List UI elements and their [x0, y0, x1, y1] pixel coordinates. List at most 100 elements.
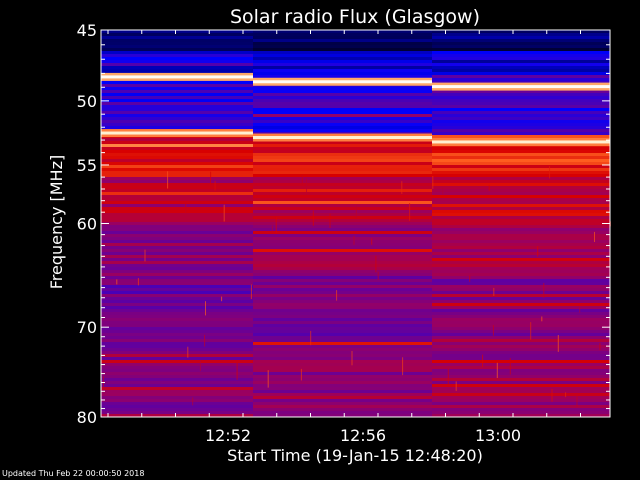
spectrogram-row	[253, 213, 432, 216]
noise-streak	[530, 322, 532, 340]
noise-streak	[221, 296, 223, 302]
spectrogram-row	[432, 276, 610, 279]
spectrogram-row	[253, 117, 432, 120]
spectrogram-row	[432, 399, 610, 402]
spectrogram-row	[253, 60, 432, 63]
spectrogram-row	[101, 42, 253, 45]
y-tick-label: 50	[77, 92, 97, 111]
spectrogram-row	[253, 150, 432, 153]
spectrogram-row	[101, 393, 253, 396]
spectrogram-row	[432, 384, 610, 387]
noise-streak	[353, 235, 355, 245]
spectrogram-row	[253, 90, 432, 93]
spectrogram-row	[253, 360, 432, 363]
spectrogram-row	[432, 201, 610, 204]
spectrogram-row	[432, 336, 610, 339]
spectrogram-row	[432, 339, 610, 342]
noise-streak	[116, 279, 118, 285]
noise-streak	[306, 178, 307, 195]
spectrogram-row	[253, 45, 432, 48]
noise-streak	[300, 368, 302, 381]
spectrogram-row	[101, 219, 253, 222]
spectrogram-row	[253, 249, 432, 252]
spectrogram-row	[432, 387, 610, 390]
spectrogram-row	[253, 57, 432, 60]
spectrogram-row	[101, 225, 253, 228]
spectrogram-row	[101, 300, 253, 303]
emission-band	[253, 136, 432, 140]
spectrogram-row	[253, 357, 432, 360]
spectrogram-row	[101, 39, 253, 42]
chart-title: Solar radio Flux (Glasgow)	[230, 6, 480, 28]
spectrogram-row	[432, 54, 610, 57]
spectrogram-row	[432, 60, 610, 63]
spectrogram-row	[432, 39, 610, 42]
noise-streak	[594, 231, 595, 242]
spectrogram-row	[101, 183, 253, 186]
noise-streak	[351, 351, 353, 366]
spectrogram-row	[101, 303, 253, 306]
spectrogram-row	[432, 246, 610, 249]
y-axis: 45 50 55 60 70 80	[77, 21, 610, 427]
spectrogram-row	[101, 222, 253, 225]
spectrogram-row	[253, 36, 432, 39]
spectrogram-row	[253, 156, 432, 159]
spectrogram-row	[432, 366, 610, 369]
noise-streak	[551, 389, 553, 402]
spectrogram-row	[432, 327, 610, 330]
noise-streak	[579, 306, 581, 313]
noise-streak	[409, 203, 411, 221]
spectrogram-row	[253, 312, 432, 315]
spectrogram-row	[432, 363, 610, 366]
spectrogram-row	[253, 123, 432, 126]
noise-streak	[482, 354, 484, 367]
x-tick-label: 12:52	[205, 426, 251, 445]
spectrogram-row	[432, 75, 610, 78]
spectrogram-row	[101, 381, 253, 384]
spectrogram-row	[432, 177, 610, 180]
spectrogram-row	[432, 66, 610, 69]
spectrogram-row	[101, 90, 253, 93]
spectrogram-row	[101, 297, 253, 300]
spectrogram-row	[101, 60, 253, 63]
spectrogram-row	[432, 129, 610, 132]
spectrogram-row	[432, 330, 610, 333]
spectrogram-row	[253, 126, 432, 129]
spectrogram-row	[101, 123, 253, 126]
spectrogram-row	[253, 54, 432, 57]
y-axis-label: Frequency [MHz]	[47, 155, 66, 289]
spectrogram-row	[101, 384, 253, 387]
spectrogram-row	[101, 273, 253, 276]
spectrogram-row	[253, 330, 432, 333]
spectrogram-row	[101, 414, 253, 417]
spectrogram-row	[253, 39, 432, 42]
spectrogram-row	[432, 57, 610, 60]
noise-streak	[576, 393, 578, 407]
noise-streak	[496, 362, 498, 378]
spectrogram-row	[101, 291, 253, 294]
spectrogram-row	[253, 291, 432, 294]
noise-streak	[543, 283, 545, 298]
spectrogram-row	[253, 255, 432, 258]
spectrogram-row	[101, 327, 253, 330]
spectrogram-row	[101, 168, 253, 171]
spectrogram-row	[432, 255, 610, 258]
spectrogram-row	[432, 270, 610, 273]
spectrogram-row	[432, 120, 610, 123]
noise-streak	[492, 325, 494, 336]
spectrogram-row	[432, 51, 610, 54]
spectrogram-row	[253, 147, 432, 150]
spectrogram-row	[253, 288, 432, 291]
spectrogram-row	[101, 243, 253, 246]
spectrogram-row	[432, 354, 610, 357]
spectrogram-row	[101, 240, 253, 243]
spectrogram-row	[101, 411, 253, 414]
spectrogram-row	[432, 345, 610, 348]
spectrogram-row	[253, 237, 432, 240]
spectrogram-row	[253, 225, 432, 228]
spectrogram-row	[101, 201, 253, 204]
spectrogram-row	[101, 294, 253, 297]
spectrogram-row	[432, 249, 610, 252]
spectrogram-row	[253, 270, 432, 273]
